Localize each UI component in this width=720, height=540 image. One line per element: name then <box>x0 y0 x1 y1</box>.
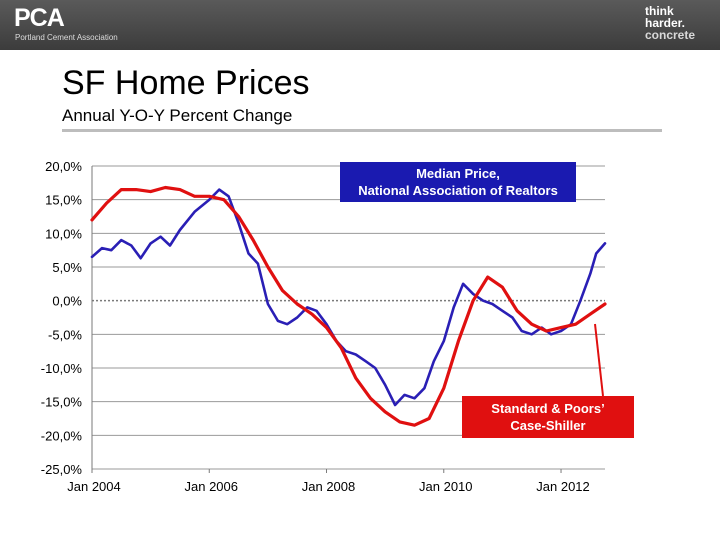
y-tick-label: 5,0% <box>52 260 82 275</box>
y-tick-label: -25,0% <box>41 462 83 477</box>
x-tick-label: Jan 2008 <box>302 479 356 494</box>
tagline-logo: think harder. concrete <box>645 5 695 41</box>
median-price-callout: Median Price, National Association of Re… <box>340 162 576 202</box>
case-shiller-callout-line-2: Case-Shiller <box>510 418 586 433</box>
tagline-line-3: concrete <box>645 28 696 42</box>
annotation-pointer-line <box>594 323 604 397</box>
case-shiller-callout: Standard & Poors’ Case-Shiller <box>462 396 634 438</box>
case-shiller-series-line <box>90 185 607 427</box>
y-tick-label: 20,0% <box>45 159 82 174</box>
title-divider <box>62 129 662 132</box>
median-price-callout-line-2: National Association of Realtors <box>358 183 558 198</box>
tagline-line-1: think <box>645 4 674 18</box>
y-tick-label: 10,0% <box>45 226 82 241</box>
y-tick-label: -20,0% <box>41 428 83 443</box>
x-tick-label: Jan 2006 <box>185 479 239 494</box>
x-tick-label: Jan 2004 <box>67 479 121 494</box>
y-tick-label: 15,0% <box>45 193 82 208</box>
chart-series <box>90 185 607 427</box>
slide-title: SF Home Prices <box>62 64 310 102</box>
pca-logo: PCA <box>14 4 65 32</box>
pca-logo-subtitle: Portland Cement Association <box>15 33 118 42</box>
y-tick-label: -5,0% <box>48 327 82 342</box>
header-banner: PCA Portland Cement Association think ha… <box>0 0 720 50</box>
y-axis-ticks: 20,0% 15,0% 10,0% 5,0% 0,0% -5,0% -10,0% -15,0%… <box>41 159 83 477</box>
y-tick-label: -15,0% <box>41 395 83 410</box>
median-price-series-line <box>90 188 607 407</box>
case-shiller-callout-line-1: Standard & Poors’ <box>491 401 605 416</box>
median-price-callout-line-1: Median Price, <box>416 166 500 181</box>
y-tick-label: 0,0% <box>52 294 82 309</box>
slide-subtitle: Annual Y-O-Y Percent Change <box>62 106 293 125</box>
x-axis-ticks: Jan 2004 Jan 2006 Jan 2008 Jan 2010 Jan 2012 <box>67 479 590 494</box>
y-tick-label: -10,0% <box>41 361 83 376</box>
x-tick-label: Jan 2010 <box>419 479 473 494</box>
tagline-line-2: harder. <box>645 16 686 30</box>
x-tick-label: Jan 2012 <box>536 479 590 494</box>
